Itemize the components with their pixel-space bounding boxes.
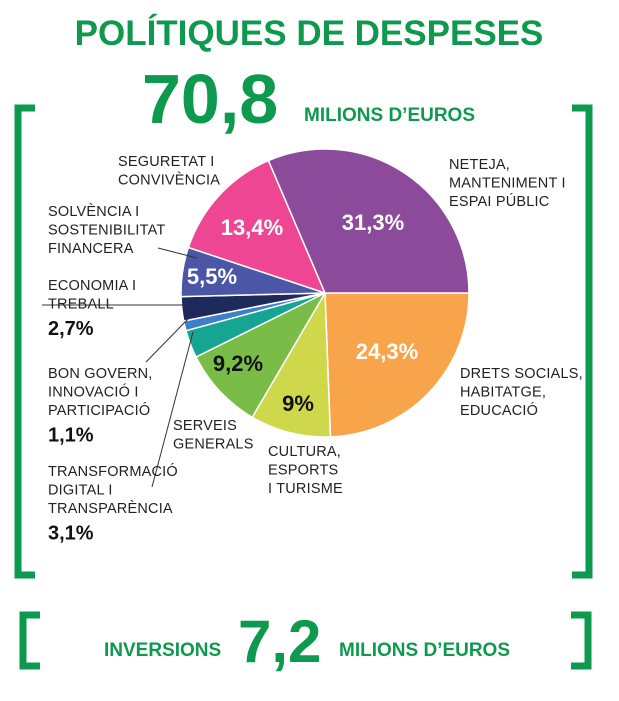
total-value: 70,8	[142, 60, 278, 138]
callout: CULTURA, ESPORTS I TURISME	[268, 444, 343, 497]
callout-percent: 2,7%	[48, 318, 94, 340]
callout-line: NETEJA,	[449, 157, 510, 173]
callout-line: ECONOMIA I	[48, 278, 136, 294]
callout-line: DRETS SOCIALS,	[460, 366, 583, 382]
pie-slice	[187, 159, 327, 295]
leader-line-transformacio	[151, 331, 194, 488]
callout-line: EDUCACIÓ	[460, 402, 538, 419]
callout-percent: 3,1%	[48, 523, 94, 545]
leader-line-bon-govern	[145, 318, 189, 363]
slice-value-label: 24,3%	[356, 339, 418, 364]
total-unit: MILIONS D’EUROS	[304, 105, 475, 126]
callout-line: SOLVÈNCIA I	[48, 203, 139, 220]
callout-percent: 1,1%	[48, 425, 94, 447]
slice-value-label: 31,3%	[342, 210, 404, 235]
callout-line: CULTURA,	[268, 444, 341, 460]
callout-line: SOSTENIBILITAT	[48, 223, 165, 239]
slice-value-label: 9%	[282, 391, 314, 416]
footer-label: INVERSIONS	[104, 640, 221, 661]
callout-line: DIGITAL I	[48, 483, 113, 499]
callout-line: PARTICIPACIÓ	[48, 402, 150, 419]
pie-slice	[194, 291, 327, 419]
callout-line: TREBALL	[48, 297, 114, 313]
leader-line-solvencia	[157, 247, 198, 259]
slice-value-label: 5,5%	[187, 264, 237, 289]
callout-line: INNOVACIÓ I	[48, 384, 139, 401]
callout: SOLVÈNCIA I SOSTENIBILITAT FINANCERA	[48, 203, 165, 257]
pie-slice	[324, 292, 470, 438]
callout-line: MANTENIMENT I	[449, 176, 566, 192]
callout-line: SERVEIS	[173, 418, 237, 434]
right-bracket	[572, 104, 593, 579]
callout-line: TRANSFORMACIÓ	[48, 463, 178, 480]
callout-line: TRANSPARÈNCIA	[48, 500, 173, 517]
pie-slice	[267, 148, 470, 294]
callout-line: FINANCERA	[48, 241, 134, 257]
slice-value-label: 9,2%	[213, 351, 263, 376]
page-title: POLÍTIQUES DE DESPESES	[75, 13, 544, 53]
callout: DRETS SOCIALS, HABITATGE,EDUCACIÓ	[460, 366, 583, 419]
callout-line: I TURISME	[268, 481, 343, 497]
footer-value: 7,2	[238, 608, 321, 675]
callout-line: CONVIVÈNCIA	[118, 172, 220, 189]
callout: SERVEIS GENERALS	[173, 418, 254, 453]
callout-line: SEGURETAT I	[118, 154, 214, 170]
callout-line: HABITATGE,	[460, 385, 546, 401]
callout-line: GENERALS	[173, 437, 254, 453]
callout-line: ESPAI PÚBLIC	[449, 193, 549, 210]
pie-chart	[180, 148, 470, 438]
footer-left-bracket	[19, 611, 40, 670]
callout: SEGURETAT I CONVIVÈNCIA	[118, 154, 220, 189]
slice-value-label: 13,4%	[221, 215, 283, 240]
callout: ECONOMIA I TREBALL 2,7%	[48, 278, 136, 340]
callout-line: BON GOVERN,	[48, 366, 153, 382]
footer-right-bracket	[571, 611, 592, 670]
pie-slice	[251, 290, 332, 438]
leader-lines	[42, 247, 198, 488]
left-bracket	[14, 104, 35, 579]
slice-labels: 24,3% 9% 9,2% 5,5% 13,4% 31,3%	[187, 210, 418, 416]
footer-unit: MILIONS D’EUROS	[339, 640, 510, 661]
callout-line: ESPORTS	[268, 463, 338, 479]
